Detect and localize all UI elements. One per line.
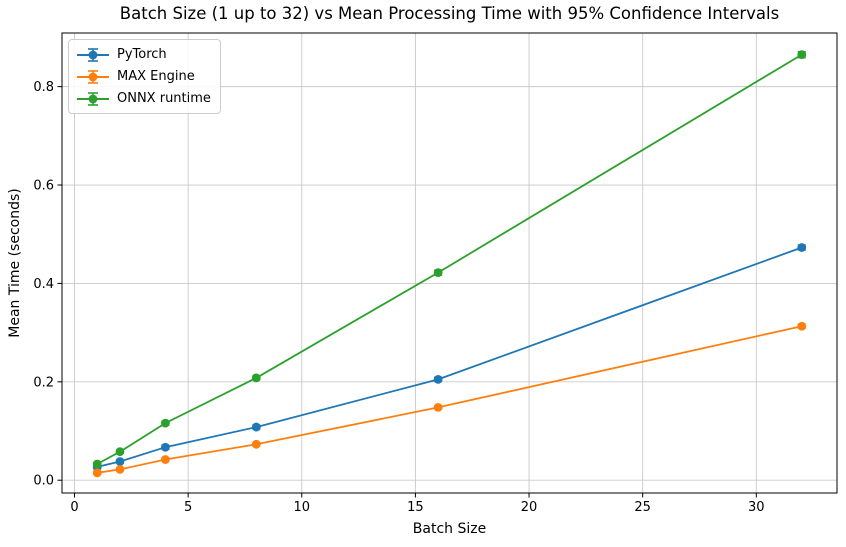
y-tick-label: 0.8 bbox=[33, 80, 54, 95]
y-tick-label: 0.2 bbox=[33, 375, 54, 390]
data-point-onnx-runtime bbox=[115, 447, 125, 457]
data-point-pytorch bbox=[251, 422, 261, 432]
data-point-onnx-runtime bbox=[251, 373, 261, 383]
data-point-max-engine bbox=[797, 321, 807, 331]
x-tick-label: 10 bbox=[293, 500, 310, 515]
x-tick-label: 0 bbox=[70, 500, 78, 515]
data-point-onnx-runtime bbox=[161, 418, 170, 428]
y-tick-label: 0.4 bbox=[33, 277, 54, 292]
data-point-onnx-runtime bbox=[433, 268, 443, 277]
data-line-onnx-runtime bbox=[96, 53, 803, 465]
legend-errorbar-marker-icon bbox=[77, 91, 109, 106]
legend-label-pytorch: PyTorch bbox=[117, 47, 167, 62]
data-point-max-engine bbox=[161, 455, 170, 464]
data-point-max-engine bbox=[433, 402, 443, 412]
x-tick-label: 30 bbox=[748, 500, 765, 515]
data-point-onnx-runtime bbox=[797, 50, 807, 60]
y-tick-label: 0.6 bbox=[33, 179, 54, 194]
data-point-max-engine bbox=[115, 464, 125, 474]
data-point-pytorch bbox=[797, 243, 807, 252]
data-line-max-engine bbox=[97, 325, 802, 474]
legend: PyTorch MAX Engine ONNX runtime bbox=[68, 39, 221, 114]
data-point-onnx-runtime bbox=[92, 459, 102, 469]
axes-frame bbox=[61, 32, 838, 494]
legend-entry-max-engine: MAX Engine bbox=[76, 67, 211, 86]
x-tick-label: 5 bbox=[184, 500, 192, 515]
data-line-pytorch bbox=[96, 246, 803, 468]
y-axis-label: Mean Time (seconds) bbox=[7, 188, 23, 338]
x-tick-label: 20 bbox=[521, 500, 538, 515]
x-tick-label: 15 bbox=[407, 500, 424, 515]
legend-label-max-engine: MAX Engine bbox=[117, 69, 195, 84]
data-point-max-engine bbox=[92, 468, 102, 478]
x-axis-label: Batch Size bbox=[412, 521, 487, 537]
x-tick-label: 25 bbox=[634, 500, 651, 515]
legend-entry-onnx-runtime: ONNX runtime bbox=[76, 89, 211, 108]
legend-label-onnx-runtime: ONNX runtime bbox=[117, 91, 211, 106]
data-point-max-engine bbox=[251, 439, 261, 449]
legend-errorbar-marker-icon bbox=[77, 47, 109, 62]
data-point-pytorch bbox=[433, 374, 443, 384]
y-tick-label: 0.0 bbox=[33, 474, 54, 489]
chart-title: Batch Size (1 up to 32) vs Mean Processi… bbox=[119, 4, 780, 23]
data-point-pytorch bbox=[161, 442, 170, 452]
data-point-pytorch bbox=[115, 457, 125, 466]
legend-entry-pytorch: PyTorch bbox=[76, 45, 211, 64]
legend-errorbar-marker-icon bbox=[77, 69, 109, 84]
